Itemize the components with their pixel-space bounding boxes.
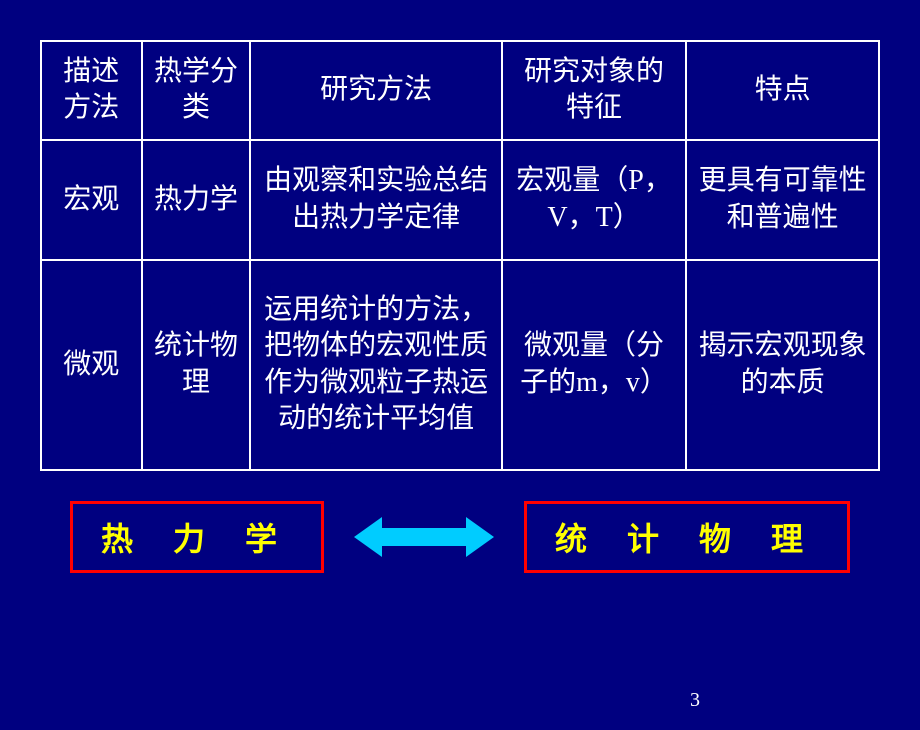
comparison-table: 描述方法 热学分类 研究方法 研究对象的特征 特点 宏观 热力学 由观察和实验总… bbox=[40, 40, 880, 471]
arrow-shaft bbox=[374, 528, 474, 546]
cell-macro-feature: 更具有可靠性和普遍性 bbox=[686, 140, 879, 260]
page-number: 3 bbox=[690, 689, 700, 712]
header-cell-category: 热学分类 bbox=[142, 41, 251, 140]
table-row-macro: 宏观 热力学 由观察和实验总结出热力学定律 宏观量（P，V，T） 更具有可靠性和… bbox=[41, 140, 879, 260]
table-row-micro: 微观 统计物理 运用统计的方法，把物体的宏观性质作为微观粒子热运动的统计平均值 … bbox=[41, 260, 879, 470]
header-cell-description: 描述方法 bbox=[41, 41, 142, 140]
comparison-table-container: 描述方法 热学分类 研究方法 研究对象的特征 特点 宏观 热力学 由观察和实验总… bbox=[40, 40, 880, 471]
bottom-relation-section: 热 力 学 统 计 物 理 bbox=[0, 501, 920, 573]
cell-micro-target: 微观量（分子的m，v） bbox=[502, 260, 686, 470]
table-header-row: 描述方法 热学分类 研究方法 研究对象的特征 特点 bbox=[41, 41, 879, 140]
cell-macro-description: 宏观 bbox=[41, 140, 142, 260]
cell-micro-description: 微观 bbox=[41, 260, 142, 470]
bidirectional-arrow bbox=[354, 517, 494, 557]
cell-macro-method: 由观察和实验总结出热力学定律 bbox=[250, 140, 501, 260]
cell-micro-category: 统计物理 bbox=[142, 260, 251, 470]
statistical-physics-box: 统 计 物 理 bbox=[524, 501, 850, 573]
cell-micro-method: 运用统计的方法，把物体的宏观性质作为微观粒子热运动的统计平均值 bbox=[250, 260, 501, 470]
thermodynamics-box: 热 力 学 bbox=[70, 501, 324, 573]
cell-macro-target: 宏观量（P，V，T） bbox=[502, 140, 686, 260]
cell-micro-feature: 揭示宏观现象的本质 bbox=[686, 260, 879, 470]
header-cell-feature: 特点 bbox=[686, 41, 879, 140]
cell-macro-category: 热力学 bbox=[142, 140, 251, 260]
arrow-head-right-icon bbox=[466, 517, 494, 557]
header-cell-target: 研究对象的特征 bbox=[502, 41, 686, 140]
header-cell-method: 研究方法 bbox=[250, 41, 501, 140]
